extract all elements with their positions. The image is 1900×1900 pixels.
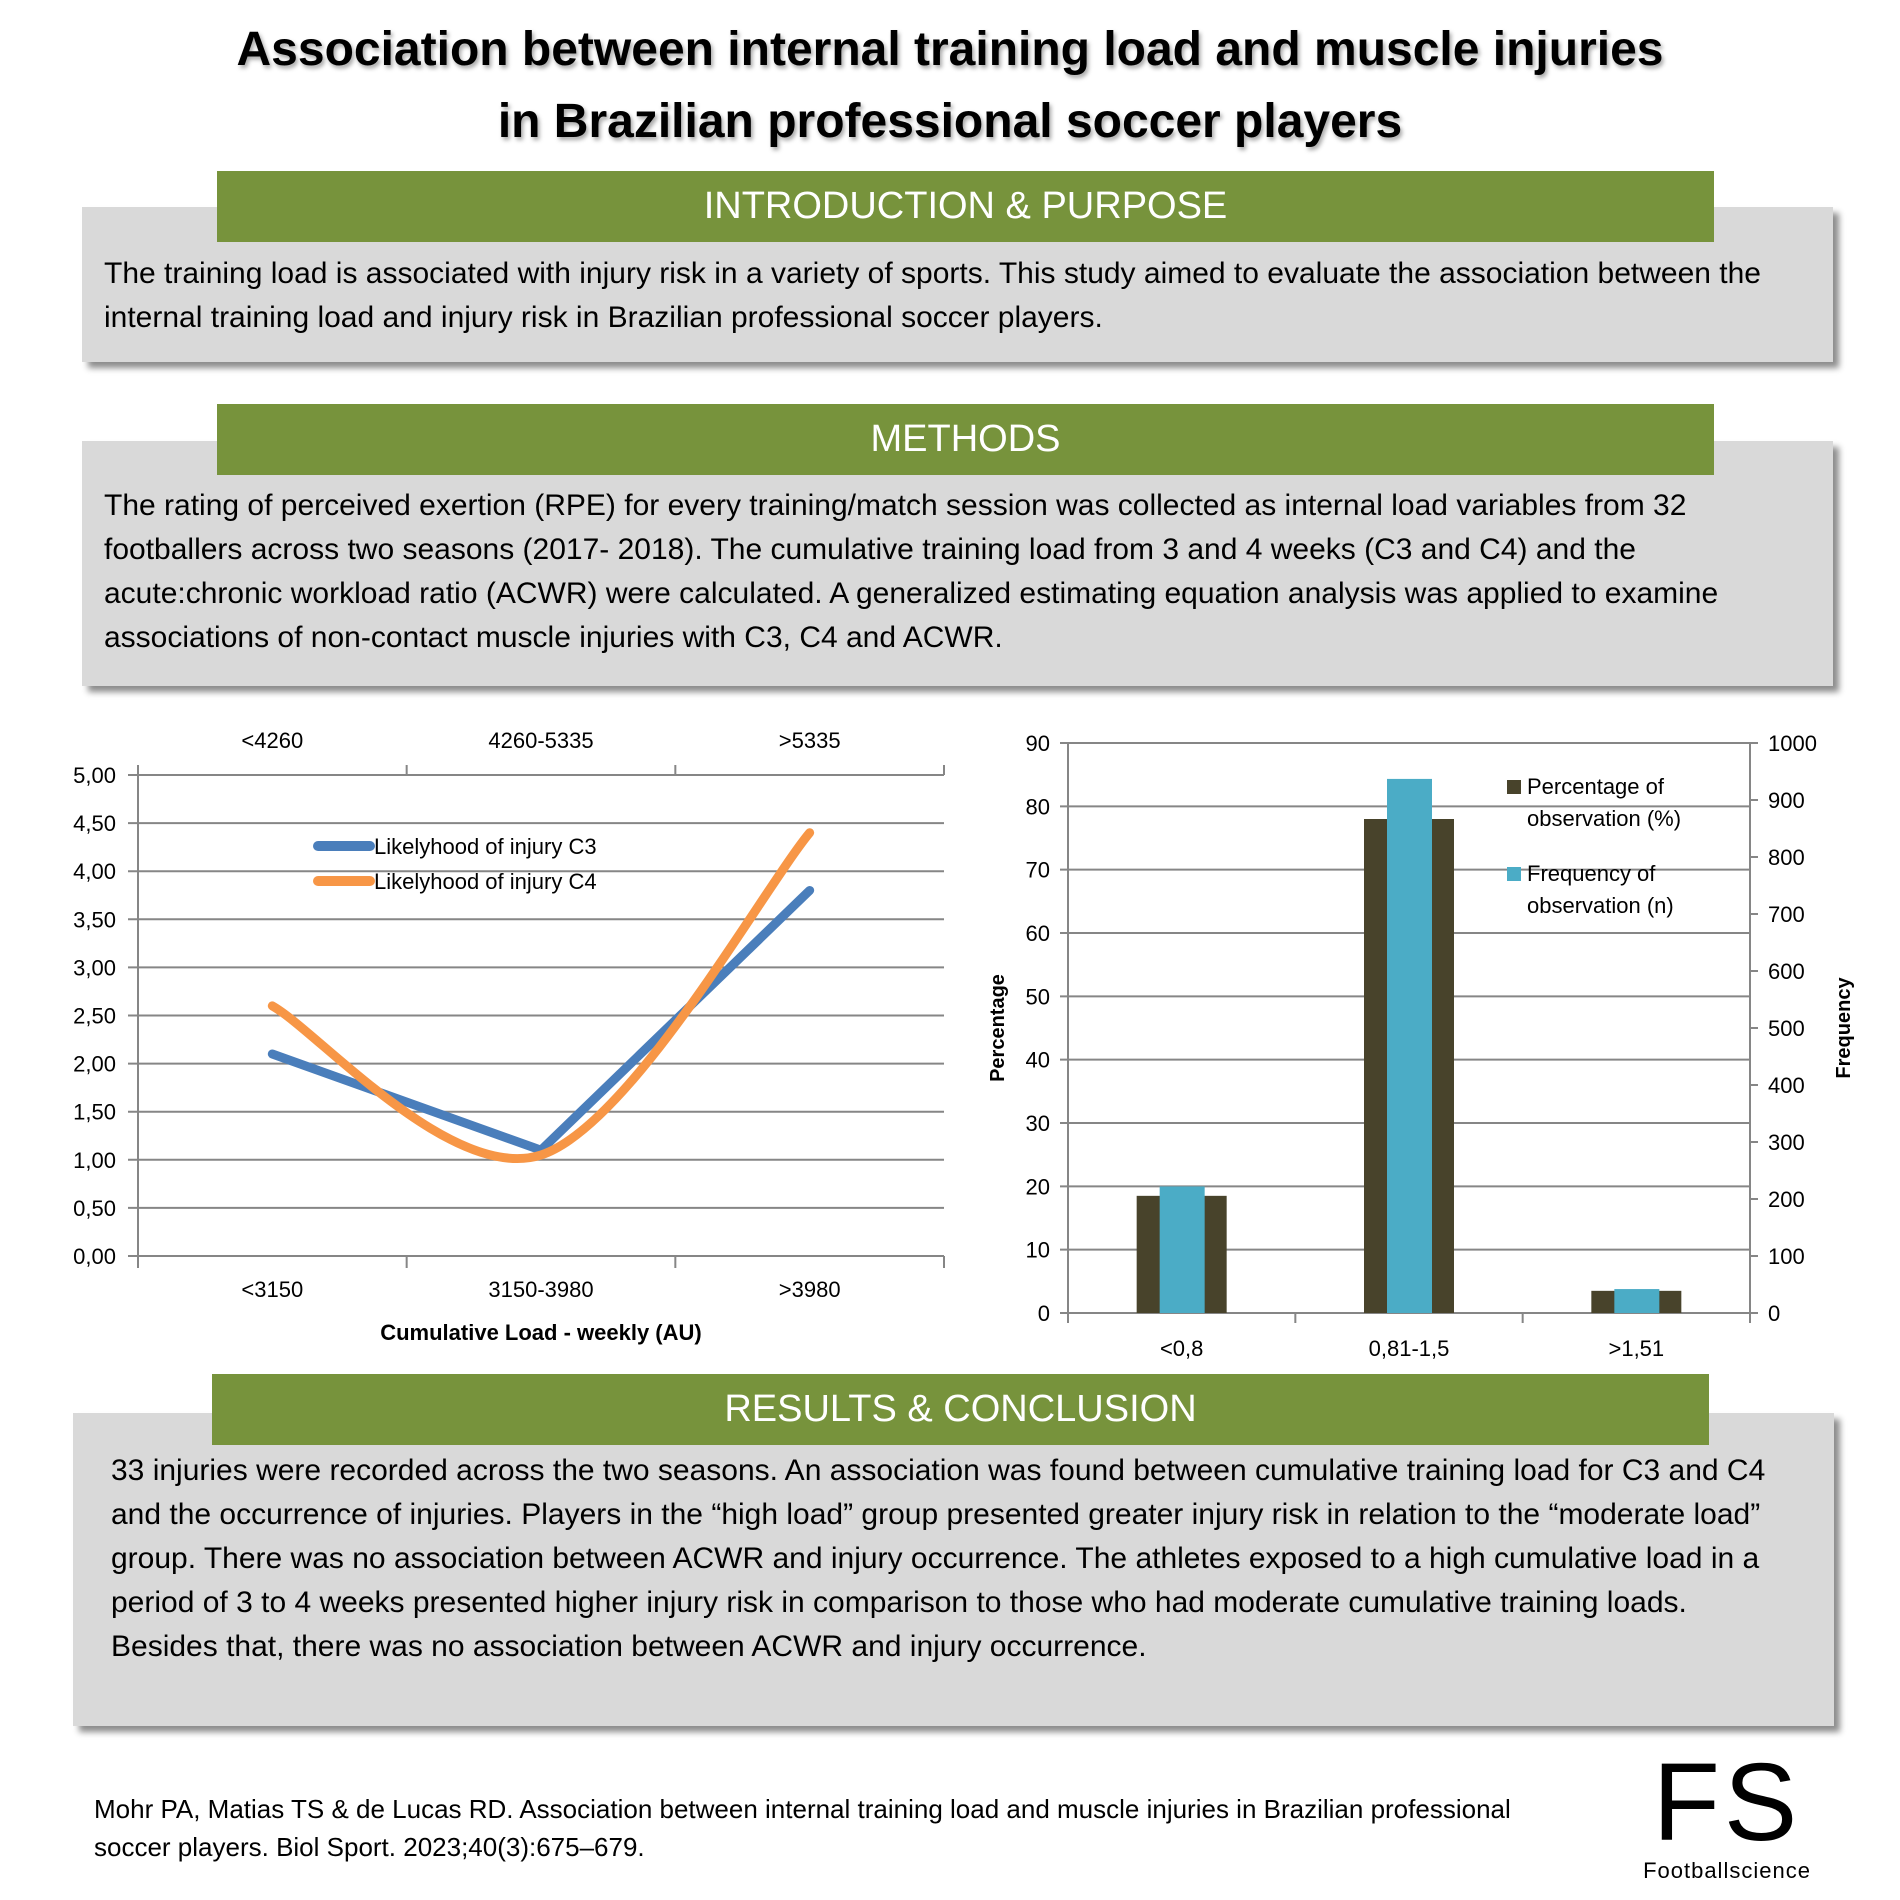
y-tick-label: 10 — [1026, 1238, 1050, 1263]
y2-tick-label: 100 — [1768, 1244, 1805, 1269]
legend-label: Percentage of — [1527, 774, 1665, 799]
y-tick-label: 2,00 — [73, 1052, 116, 1077]
bar-frequency — [1159, 1186, 1205, 1313]
legend-label: Likelyhood of injury C4 — [374, 869, 597, 894]
y-tick-label: 50 — [1026, 984, 1050, 1009]
legend-label: observation (n) — [1527, 893, 1674, 918]
x2-tick-label: <4260 — [241, 728, 303, 753]
methods-box: The rating of perceived exertion (RPE) f… — [82, 441, 1833, 686]
x-tick-label: <3150 — [241, 1277, 303, 1302]
y-tick-label: 40 — [1026, 1048, 1050, 1073]
y-tick-label: 30 — [1026, 1111, 1050, 1136]
y2-tick-label: 700 — [1768, 902, 1805, 927]
y2-tick-label: 400 — [1768, 1073, 1805, 1098]
y2-tick-label: 800 — [1768, 845, 1805, 870]
y-tick-label: 3,50 — [73, 907, 116, 932]
y2-axis-title: Frequency — [1833, 977, 1855, 1079]
y2-tick-label: 300 — [1768, 1130, 1805, 1155]
x-tick-label: >1,51 — [1608, 1336, 1664, 1361]
y-tick-label: 1,50 — [73, 1100, 116, 1125]
y2-tick-label: 1000 — [1768, 731, 1817, 756]
methods-heading: METHODS — [217, 404, 1714, 475]
legend-swatch — [1507, 780, 1521, 794]
citation: Mohr PA, Matias TS & de Lucas RD. Associ… — [94, 1794, 1511, 1862]
legend-label: Frequency of — [1527, 861, 1656, 886]
intro-text: The training load is associated with inj… — [104, 257, 1761, 334]
x2-tick-label: 4260-5335 — [488, 728, 593, 753]
y2-tick-label: 0 — [1768, 1301, 1780, 1326]
results-heading: RESULTS & CONCLUSION — [212, 1374, 1709, 1445]
y-tick-label: 60 — [1026, 921, 1050, 946]
y-tick-label: 0 — [1038, 1301, 1050, 1326]
results-text: 33 injuries were recorded across the two… — [111, 1454, 1766, 1663]
y-axis-title: Percentage — [987, 974, 1009, 1082]
y-tick-label: 3,00 — [73, 955, 116, 980]
title-line-2: in Brazilian professional soccer players — [497, 95, 1403, 148]
y-tick-label: 1,00 — [73, 1148, 116, 1173]
x2-tick-label: >5335 — [779, 728, 841, 753]
y-tick-label: 0,00 — [73, 1244, 116, 1269]
series-line-c4 — [267, 828, 815, 1163]
bar-frequency — [1614, 1289, 1660, 1313]
methods-text: The rating of perceived exertion (RPE) f… — [104, 489, 1719, 654]
x-tick-label: 0,81-1,5 — [1369, 1336, 1450, 1361]
y-tick-label: 4,50 — [73, 811, 116, 836]
y2-tick-label: 200 — [1768, 1187, 1805, 1212]
x-tick-label: >3980 — [779, 1277, 841, 1302]
legend-label: observation (%) — [1527, 806, 1681, 831]
logo-name: Footballscience — [1643, 1858, 1811, 1883]
x-tick-label: 3150-3980 — [488, 1277, 593, 1302]
bar-frequency — [1387, 778, 1432, 1313]
x-axis-title: Cumulative Load - weekly (AU) — [380, 1320, 702, 1345]
y-tick-label: 0,50 — [73, 1196, 116, 1221]
footballscience-logo: FS Footballscience — [1617, 1748, 1837, 1884]
y-tick-label: 20 — [1026, 1174, 1050, 1199]
y-tick-label: 90 — [1026, 731, 1050, 756]
y2-tick-label: 500 — [1768, 1016, 1805, 1041]
y-tick-label: 4,00 — [73, 859, 116, 884]
title-line-1: Association between internal training lo… — [236, 23, 1664, 76]
y-tick-label: 2,50 — [73, 1004, 116, 1029]
intro-heading: INTRODUCTION & PURPOSE — [217, 171, 1714, 242]
logo-letters: FS — [1652, 1741, 1802, 1864]
results-box: 33 injuries were recorded across the two… — [73, 1413, 1834, 1726]
line-chart: 0,00 0,50 1,00 1,50 2,00 2,50 3,00 3,50 4,00 4,50… — [73, 728, 945, 1345]
legend-label: Likelyhood of injury C3 — [374, 834, 597, 859]
bar-chart: 0102030405060708090010020030040050060070… — [987, 731, 1855, 1361]
y2-tick-label: 600 — [1768, 959, 1805, 984]
legend-swatch — [1507, 867, 1521, 881]
y-tick-label: 5,00 — [73, 763, 116, 788]
y2-tick-label: 900 — [1768, 788, 1805, 813]
y-tick-label: 70 — [1026, 858, 1050, 883]
poster-title: Association between internal training lo… — [0, 14, 1900, 158]
x-tick-label: <0,8 — [1160, 1336, 1203, 1361]
y-tick-label: 80 — [1026, 794, 1050, 819]
